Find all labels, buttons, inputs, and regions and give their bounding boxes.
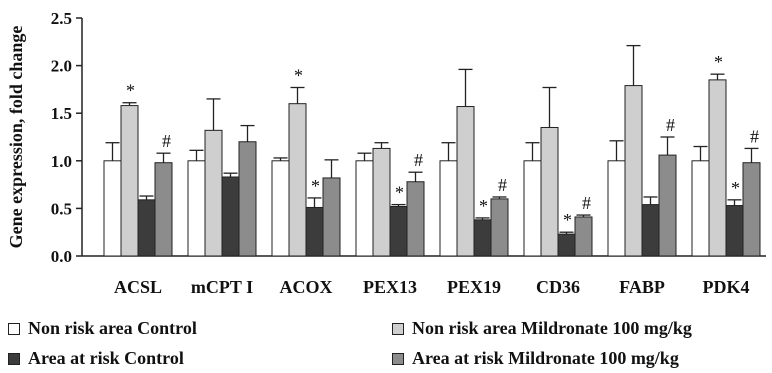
category-label-7: PDK4 — [703, 277, 750, 297]
bar-5-1 — [540, 126, 559, 257]
significance-marker-2-1: * — [294, 65, 303, 85]
significance-marker-3-2: * — [395, 183, 404, 203]
bar-0-2 — [137, 199, 156, 257]
significance-marker-7-2: * — [731, 178, 740, 198]
legend-swatch-1 — [392, 322, 404, 335]
legend-item-3: Area at risk Mildronate 100 mg/kg — [392, 348, 679, 369]
legend-label-2: Area at risk Control — [28, 348, 184, 368]
significance-marker-0-1: * — [126, 81, 135, 101]
y-tick-label-5: 2.5 — [51, 9, 72, 28]
legend-swatch-2 — [8, 352, 20, 365]
bar-5-0 — [523, 160, 542, 257]
legend-item-1: Non risk area Mildronate 100 mg/kg — [392, 318, 692, 339]
bar-5-2 — [557, 233, 576, 257]
bar-6-0 — [607, 160, 626, 257]
legend-label-0: Non risk area Control — [28, 318, 197, 338]
significance-marker-7-3: # — [750, 126, 759, 146]
category-label-3: PEX13 — [363, 277, 417, 297]
bar-1-2 — [221, 176, 240, 257]
bar-6-1 — [624, 85, 643, 257]
bar-1-0 — [187, 160, 206, 257]
y-tick-label-0: 0.0 — [51, 247, 72, 266]
category-label-5: CD36 — [536, 277, 580, 297]
significance-marker-4-2: * — [479, 196, 488, 216]
y-tick-label-2: 1.0 — [51, 152, 72, 171]
category-label-4: PEX19 — [447, 277, 501, 297]
bar-7-3 — [742, 162, 761, 257]
significance-marker-6-3: # — [666, 115, 675, 135]
bar-3-1 — [372, 147, 391, 257]
legend-label-3: Area at risk Mildronate 100 mg/kg — [412, 348, 679, 368]
y-axis-title: Gene expression, fold change — [6, 26, 26, 249]
legend-swatch-0 — [8, 322, 20, 335]
bar-7-2 — [725, 205, 744, 257]
bar-1-3 — [238, 141, 257, 257]
bar-0-3 — [154, 162, 173, 257]
bar-7-0 — [691, 160, 710, 257]
bar-2-1 — [288, 103, 307, 257]
category-labels: ACSL mCPT I ACOX PEX13 PEX19 CD36 FABP PDK4 — [114, 277, 750, 297]
legend-swatch-3 — [392, 352, 404, 365]
bar-4-1 — [456, 106, 475, 257]
y-axis-label: Gene expression, fold change — [6, 26, 26, 249]
y-tick-label-3: 1.5 — [51, 104, 72, 123]
category-label-2: ACOX — [280, 277, 333, 297]
bar-0-1 — [120, 105, 139, 257]
y-ticks: 0.0 0.5 1.0 1.5 2.0 2.5 — [51, 9, 82, 266]
legend-label-1: Non risk area Mildronate 100 mg/kg — [412, 318, 692, 338]
bar-3-2 — [389, 205, 408, 257]
significance-marker-2-2: * — [311, 176, 320, 196]
bar-7-1 — [708, 79, 727, 257]
bar-2-3 — [322, 177, 341, 257]
bars: * # * * * # * # * # # * * # — [103, 44, 761, 257]
significance-marker-5-3: # — [582, 193, 591, 213]
bar-5-3 — [574, 216, 593, 257]
bar-1-1 — [204, 129, 223, 257]
significance-marker-5-2: * — [563, 210, 572, 230]
category-label-1: mCPT I — [191, 277, 253, 297]
legend-item-0: Non risk area Control — [8, 318, 197, 339]
significance-marker-3-3: # — [414, 150, 423, 170]
significance-marker-0-3: # — [162, 131, 171, 151]
bar-4-0 — [439, 160, 458, 257]
bar-6-3 — [658, 154, 677, 257]
bar-3-0 — [355, 160, 374, 257]
y-tick-label-4: 2.0 — [51, 57, 72, 76]
significance-marker-7-1: * — [714, 52, 723, 72]
significance-marker-4-3: # — [498, 175, 507, 195]
bar-2-2 — [305, 206, 324, 257]
bar-2-0 — [271, 160, 290, 257]
category-label-6: FABP — [619, 277, 665, 297]
bar-0-0 — [103, 160, 122, 257]
bar-6-2 — [641, 204, 660, 257]
category-label-0: ACSL — [114, 277, 162, 297]
legend-item-2: Area at risk Control — [8, 348, 184, 369]
bar-4-3 — [490, 198, 509, 257]
bar-3-3 — [406, 181, 425, 257]
y-tick-label-1: 0.5 — [51, 199, 72, 218]
bar-4-2 — [473, 219, 492, 257]
